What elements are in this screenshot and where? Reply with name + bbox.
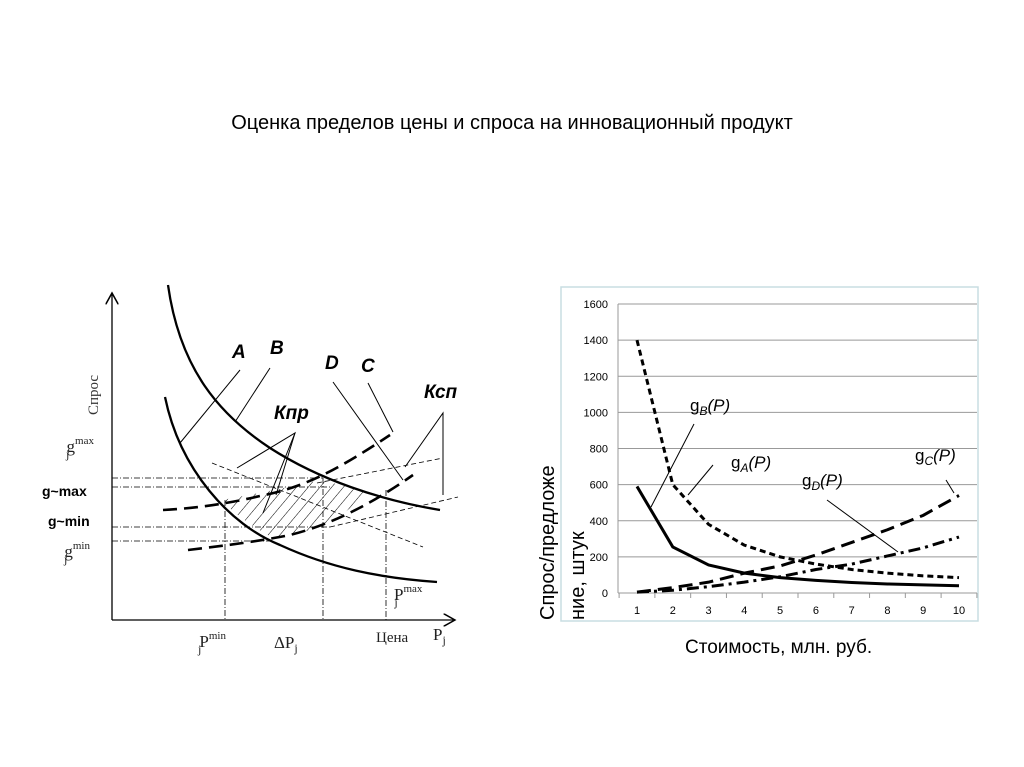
y-axis-title-line2: ние, штук — [567, 531, 589, 620]
y-tick-label: 1000 — [584, 407, 608, 419]
tick-gj-max: gmax j — [65, 435, 94, 461]
series-line-gbp — [635, 339, 960, 580]
x-axis-title: Стоимость, млн. руб. — [685, 637, 872, 658]
y-axis-label: Спрос — [86, 375, 102, 415]
x-tick-label: 7 — [849, 605, 855, 617]
label-A: A — [231, 342, 246, 363]
x-tick-label: 1 — [634, 605, 640, 617]
label-D: D — [325, 353, 339, 374]
x-tick-label: 10 — [953, 605, 965, 617]
label-gC: gC(P) — [915, 446, 956, 468]
curve-A — [163, 396, 438, 584]
label-ksp: Ксп — [424, 382, 458, 403]
y-axis-title-line1: Спрос/предложе — [537, 465, 559, 620]
x-tick-label: 5 — [777, 605, 783, 617]
x-tick-label: 8 — [884, 605, 890, 617]
tick-gj-min: gmin j — [63, 540, 90, 566]
y-tick-label: 1400 — [584, 335, 608, 347]
label-gD: gD(P) — [802, 471, 843, 493]
slide-title: Оценка пределов цены и спроса на инновац… — [231, 112, 793, 134]
x-tick-label: 9 — [920, 605, 926, 617]
x-tick-label: 4 — [741, 605, 747, 617]
y-tick-label: 800 — [590, 444, 608, 456]
tick-g-tilde-max: g~max — [42, 483, 87, 499]
x-axis-label: Цена — [376, 630, 409, 646]
tick-delta-pj: ΔPj — [274, 633, 298, 655]
y-tick-label: 0 — [602, 588, 608, 600]
label-gB: gB(P) — [690, 396, 730, 418]
tick-pj-max: Pmax j — [393, 583, 422, 609]
curve-C — [162, 433, 391, 512]
y-tick-label: 400 — [590, 516, 608, 528]
x-tick-label: 6 — [813, 605, 819, 617]
thin-dashed-lines — [211, 457, 459, 548]
series-leader-lines — [650, 423, 955, 553]
x-axis-symbol: Pj — [433, 625, 446, 647]
label-B: B — [270, 338, 284, 359]
leader-lines — [179, 367, 444, 514]
tick-pj-min: Pmin j — [197, 630, 226, 656]
series-line-gap — [635, 485, 960, 588]
label-gA: gA(P) — [731, 453, 771, 475]
series-line-gcp — [636, 494, 960, 594]
label-C: C — [361, 356, 375, 377]
tick-g-tilde-min: g~min — [48, 513, 90, 529]
x-tick-label: 2 — [670, 605, 676, 617]
chart-frame — [560, 286, 979, 622]
y-tick-label: 1600 — [584, 299, 608, 311]
series-line-gdp — [636, 535, 960, 594]
hatched-region — [222, 480, 370, 538]
x-tick-label: 3 — [705, 605, 711, 617]
curve-D — [187, 473, 414, 552]
y-tick-label: 1200 — [584, 371, 608, 383]
y-tick-label: 600 — [590, 480, 608, 492]
label-kpr: Кпр — [274, 403, 309, 424]
y-tick-label: 200 — [590, 552, 608, 564]
